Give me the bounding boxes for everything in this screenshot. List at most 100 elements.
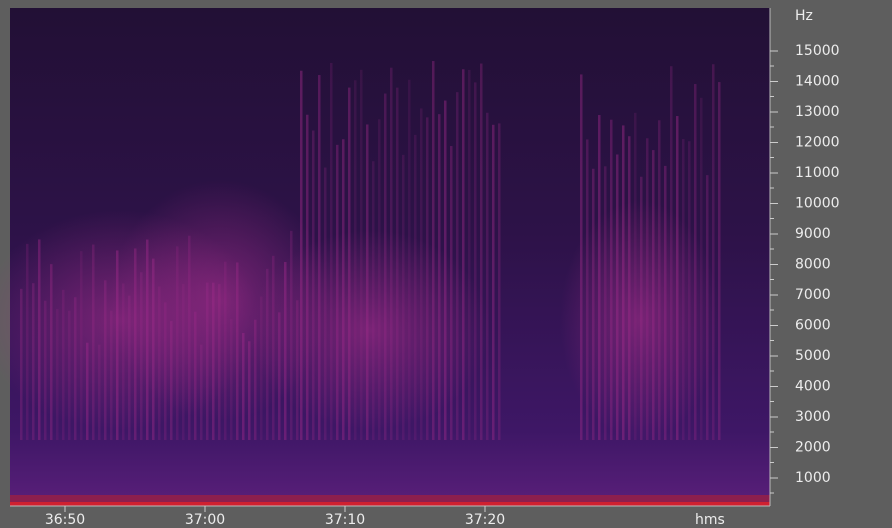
harmonic-stripe <box>128 295 131 440</box>
y-tick-label: 9000 <box>795 226 831 242</box>
harmonic-stripe <box>598 115 601 440</box>
harmonic-stripe <box>284 262 287 440</box>
harmonic-stripe <box>32 283 35 440</box>
harmonic-stripe <box>134 248 137 440</box>
harmonic-stripe <box>712 64 715 440</box>
y-tick-label: 8000 <box>795 257 831 273</box>
harmonic-stripe <box>580 74 583 440</box>
harmonic-stripe <box>640 176 643 441</box>
harmonic-stripe <box>296 300 299 440</box>
harmonic-stripe <box>116 250 119 440</box>
harmonic-stripe <box>224 261 227 440</box>
harmonic-stripe <box>372 161 375 440</box>
y-tick-label: 10000 <box>795 196 840 212</box>
harmonic-stripe <box>86 342 89 440</box>
x-tick-label: 37:10 <box>325 512 365 528</box>
y-axis-unit: Hz <box>795 8 813 24</box>
harmonic-stripe <box>682 139 685 441</box>
harmonic-stripe <box>110 310 113 440</box>
harmonic-stripe <box>170 321 173 440</box>
harmonic-stripe <box>74 297 77 440</box>
harmonic-stripe <box>318 75 321 441</box>
harmonic-stripe <box>426 117 429 440</box>
harmonic-stripe <box>38 239 41 440</box>
harmonic-stripe <box>290 230 293 440</box>
harmonic-stripe <box>438 114 441 440</box>
harmonic-stripe <box>68 310 71 440</box>
y-tick-label: 15000 <box>795 43 840 59</box>
harmonic-stripe <box>278 312 281 440</box>
harmonic-stripe <box>56 308 59 440</box>
harmonic-stripe <box>348 87 351 440</box>
harmonic-stripe <box>330 62 333 441</box>
harmonic-stripe <box>414 134 417 440</box>
harmonic-stripe <box>360 69 363 440</box>
x-tick-label: 37:00 <box>185 512 225 528</box>
harmonic-stripe <box>164 302 167 440</box>
harmonic-stripe <box>420 108 423 441</box>
harmonic-stripe <box>444 100 447 441</box>
harmonic-stripe <box>104 280 107 440</box>
harmonic-stripe <box>182 284 185 440</box>
harmonic-stripe <box>272 255 275 440</box>
harmonic-stripe <box>706 175 709 440</box>
harmonic-stripe <box>342 139 345 440</box>
harmonic-stripe <box>312 130 315 441</box>
harmonic-stripe <box>50 264 53 440</box>
harmonic-stripe <box>230 319 233 440</box>
harmonic-stripe <box>688 141 691 440</box>
harmonic-stripe <box>122 283 125 440</box>
spectrogram <box>0 8 770 506</box>
harmonic-stripe <box>402 154 405 440</box>
harmonic-stripe <box>26 243 29 440</box>
harmonic-stripe <box>480 63 483 440</box>
harmonic-stripe <box>20 288 23 440</box>
harmonic-stripe <box>486 112 489 440</box>
y-tick-label: 7000 <box>795 287 831 303</box>
y-tick-label: 1000 <box>795 470 831 486</box>
harmonic-stripe <box>188 235 191 440</box>
y-tick-label: 4000 <box>795 379 831 395</box>
harmonic-stripe <box>158 286 161 440</box>
harmonic-stripe <box>492 124 495 440</box>
harmonic-stripe <box>236 262 239 440</box>
harmonic-stripe <box>254 319 257 440</box>
harmonic-stripe <box>44 300 47 440</box>
y-tick-label: 2000 <box>795 440 831 456</box>
harmonic-stripe <box>300 70 303 441</box>
harmonic-stripe <box>450 146 453 440</box>
y-tick-label: 12000 <box>795 135 840 151</box>
low-band <box>10 495 770 505</box>
harmonic-stripe <box>80 251 83 440</box>
harmonic-stripe <box>664 165 667 440</box>
harmonic-stripe <box>212 282 215 440</box>
harmonic-stripe <box>384 93 387 441</box>
harmonic-stripe <box>92 244 95 440</box>
harmonic-stripe <box>462 69 465 440</box>
energy-region <box>250 230 490 430</box>
harmonic-stripe <box>62 289 65 440</box>
harmonic-stripe <box>242 333 245 440</box>
harmonic-stripe <box>396 87 399 440</box>
harmonic-stripe <box>468 69 471 441</box>
harmonic-stripe <box>260 296 263 440</box>
harmonic-stripe <box>676 116 679 440</box>
y-tick-label: 6000 <box>795 318 831 334</box>
harmonic-stripe <box>646 138 649 440</box>
harmonic-stripe <box>622 125 625 441</box>
harmonic-stripe <box>634 112 637 441</box>
y-tick-label: 11000 <box>795 165 840 181</box>
harmonic-stripe <box>586 139 589 441</box>
harmonic-stripe <box>658 120 661 440</box>
harmonic-stripe <box>336 144 339 441</box>
harmonic-stripe <box>146 239 149 440</box>
x-tick-label: 37:20 <box>465 512 505 528</box>
y-tick-label: 3000 <box>795 409 831 425</box>
y-tick-label: 5000 <box>795 348 831 364</box>
harmonic-stripe <box>718 82 721 440</box>
y-tick-label: 13000 <box>795 104 840 120</box>
harmonic-stripe <box>248 341 251 440</box>
harmonic-stripe <box>378 119 381 440</box>
energy-region <box>560 200 720 440</box>
